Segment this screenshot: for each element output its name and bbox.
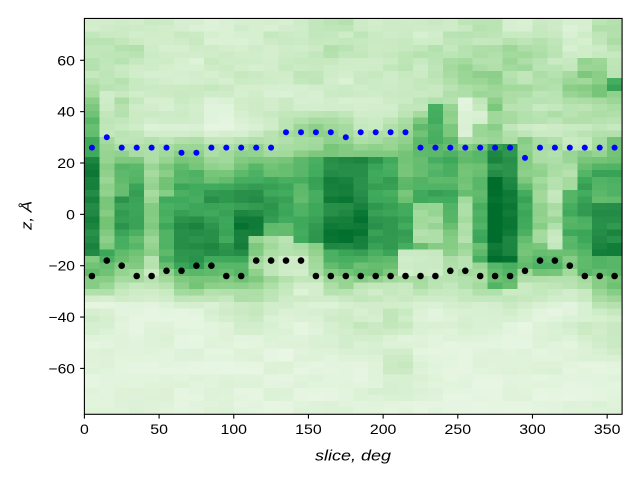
svg-text:40: 40 [57,104,75,120]
svg-text:250: 250 [445,421,472,437]
svg-text:50: 50 [150,421,168,437]
svg-text:150: 150 [295,421,322,437]
svg-text:slice, deg: slice, deg [315,449,391,465]
svg-text:350: 350 [594,421,621,437]
svg-text:−60: −60 [49,360,76,376]
svg-text:0: 0 [80,421,89,437]
svg-text:20: 20 [57,155,75,171]
svg-text:z, Å: z, Å [19,201,36,231]
svg-text:100: 100 [221,421,248,437]
svg-text:−40: −40 [49,309,76,325]
svg-text:300: 300 [519,421,546,437]
svg-text:200: 200 [370,421,397,437]
svg-text:60: 60 [57,52,75,68]
svg-text:0: 0 [66,206,75,222]
svg-text:−20: −20 [49,258,76,274]
